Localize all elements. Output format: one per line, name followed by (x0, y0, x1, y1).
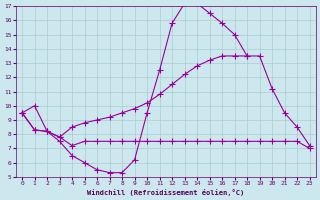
X-axis label: Windchill (Refroidissement éolien,°C): Windchill (Refroidissement éolien,°C) (87, 189, 244, 196)
